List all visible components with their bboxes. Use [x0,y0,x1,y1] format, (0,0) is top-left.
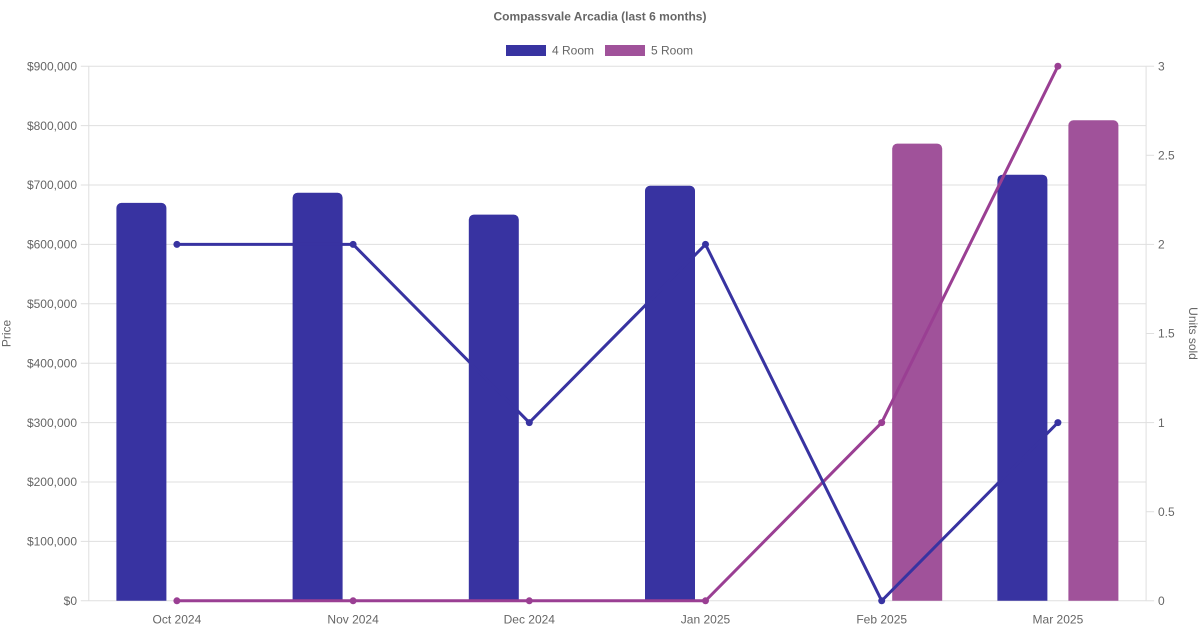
svg-text:3: 3 [1158,59,1165,73]
svg-text:Price: Price [0,320,14,348]
svg-text:2: 2 [1158,238,1165,252]
svg-text:Mar 2025: Mar 2025 [1033,612,1084,626]
svg-text:$500,000: $500,000 [27,297,77,311]
svg-text:2.5: 2.5 [1158,149,1175,163]
svg-text:Jan 2025: Jan 2025 [681,612,731,626]
svg-text:$0: $0 [64,594,78,608]
svg-text:$900,000: $900,000 [27,59,77,73]
svg-text:$100,000: $100,000 [27,535,77,549]
svg-text:1: 1 [1158,416,1165,430]
svg-text:Compassvale Arcadia (last 6 mo: Compassvale Arcadia (last 6 months) [494,9,707,23]
svg-text:Oct 2024: Oct 2024 [153,612,202,626]
svg-text:4 Room: 4 Room [552,44,594,58]
svg-text:Nov 2024: Nov 2024 [327,612,379,626]
svg-text:5 Room: 5 Room [651,44,693,58]
svg-text:0.5: 0.5 [1158,505,1175,519]
svg-text:1.5: 1.5 [1158,327,1175,341]
svg-text:0: 0 [1158,594,1165,608]
svg-text:$400,000: $400,000 [27,356,77,370]
svg-text:Units sold: Units sold [1186,307,1200,360]
svg-text:Feb 2025: Feb 2025 [856,612,907,626]
svg-text:$300,000: $300,000 [27,416,77,430]
svg-text:$800,000: $800,000 [27,119,77,133]
svg-text:Dec 2024: Dec 2024 [504,612,556,626]
svg-text:$600,000: $600,000 [27,238,77,252]
svg-text:$700,000: $700,000 [27,178,77,192]
svg-text:$200,000: $200,000 [27,475,77,489]
